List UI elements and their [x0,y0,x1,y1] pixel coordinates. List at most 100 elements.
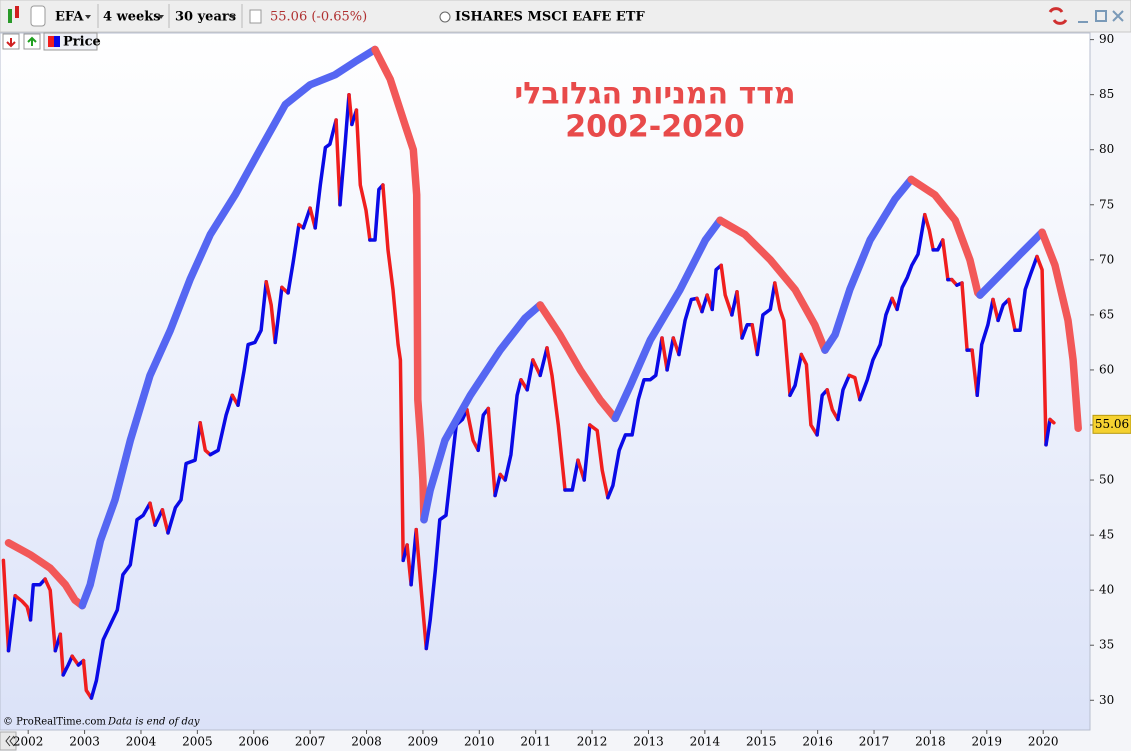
price-line [710,263,723,312]
price-line [381,183,405,563]
x-tick-label: 2020 [1028,735,1059,749]
price-line [895,212,927,312]
price-line [301,206,312,230]
legend-swatch [54,36,60,47]
price-line [424,407,469,651]
trend-line [420,301,544,524]
trend-line [821,175,915,354]
price-line [198,421,213,457]
window-controls[interactable] [1048,7,1124,25]
y-tick-label: 75 [1099,197,1114,211]
price-line [996,297,1011,323]
dropdown-arrow[interactable] [230,15,236,19]
quote: 55.06 (-0.65%) [270,10,367,25]
last-value-label: 55.06 [1095,417,1129,431]
trend-line [611,216,724,423]
price-line [815,388,829,437]
price-line [338,92,351,207]
x-tick-label: 2002 [13,735,44,749]
trend-line [716,216,829,354]
price-line [89,501,152,700]
price-line [799,352,819,437]
price-line [582,423,592,482]
x-tick-label: 2017 [859,735,890,749]
price-line [1035,254,1048,447]
price-line [1044,417,1052,447]
trend-line [371,45,428,524]
x-tick-label: 2019 [972,735,1003,749]
price-line [58,632,65,677]
legend-label: Price [63,35,101,50]
price-line [606,336,664,500]
title-marker [439,11,451,23]
price-line [503,378,523,482]
x-tick-label: 2004 [126,735,157,749]
dropdown-arrow[interactable] [158,15,164,19]
price-line [991,297,1000,323]
plot-area [0,32,1091,731]
y-tick-label: 40 [1099,583,1114,597]
x-tick-label: 2016 [802,735,833,749]
annotation: 2002-2020 [565,110,744,145]
price-line [941,238,950,282]
price-line [531,358,542,378]
interval[interactable]: 4 weeks [103,10,161,25]
price-line [414,527,429,651]
scroll-left-button[interactable] [0,731,17,751]
dropdown-arrow[interactable] [85,15,91,19]
symbol[interactable]: EFA [55,10,84,25]
price-line [286,222,301,295]
price-line [148,501,157,527]
y-tick-label: 65 [1099,307,1114,321]
trend-line [1038,228,1082,433]
x-tick-label: 2008 [351,735,382,749]
price-line [313,118,338,230]
price-line [960,281,969,352]
price-line [788,352,804,398]
down-arrow[interactable] [6,38,16,48]
y-tick-label: 85 [1099,87,1114,101]
x-tick-label: 2018 [915,735,946,749]
legend-swatch [48,36,54,47]
chart-type-icon[interactable] [8,6,19,23]
price-line [563,458,580,492]
price-line [208,393,235,457]
x-tick-label: 2005 [182,735,213,749]
info-icon[interactable] [249,9,262,24]
price-line [264,280,277,345]
last-value-tag [1092,414,1131,434]
price-line [755,281,777,357]
price-line [236,280,268,407]
marks [1,45,1082,700]
price-line [273,285,284,345]
price-line [975,297,995,398]
price-line [354,108,372,242]
trend-line [536,301,619,423]
price-line [13,593,33,622]
y-tick-label: 35 [1099,638,1114,652]
x-tick-label: 2009 [408,735,439,749]
price-line [368,183,385,242]
price-line [525,358,535,392]
price-line [665,336,676,372]
scroll-icon[interactable] [5,735,15,747]
price-line [43,577,58,653]
price-line [334,118,342,207]
link-button[interactable] [30,5,46,27]
price-line [166,421,202,535]
price-line [465,407,480,453]
price-line [588,423,610,500]
x-tick-label: 2007 [295,735,326,749]
period[interactable]: 30 years [175,10,236,25]
x-tick-label: 2011 [520,735,551,749]
credit: © ProRealTime.com [3,717,106,728]
y-tick-label: 80 [1099,142,1114,156]
x-tick-label: 2015 [746,735,777,749]
up-arrow[interactable] [27,36,37,46]
price-line [28,577,47,622]
price-line [1048,417,1056,425]
y-tick-label: 70 [1099,252,1114,266]
y-tick-label: 50 [1099,473,1114,487]
price-line [81,658,94,700]
